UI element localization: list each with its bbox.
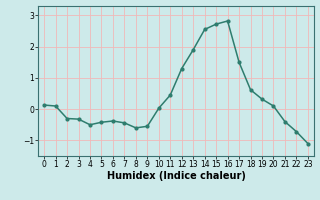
X-axis label: Humidex (Indice chaleur): Humidex (Indice chaleur) xyxy=(107,171,245,181)
